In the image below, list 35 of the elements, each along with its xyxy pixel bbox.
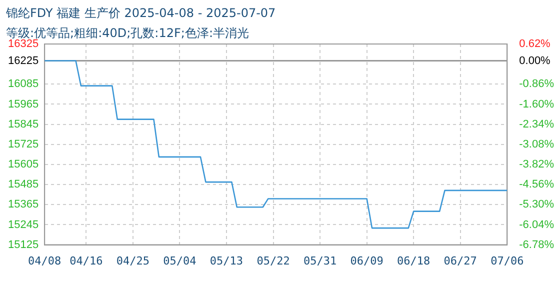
y2-tick-label: -2.34% [519, 118, 554, 130]
y2-tick-label: -3.08% [519, 138, 554, 150]
y2-tick-label: -6.78% [519, 238, 554, 251]
y-tick-label: 15125 [8, 238, 39, 251]
x-tick-label: 05/04 [163, 254, 197, 268]
y-tick-label: 15245 [8, 218, 39, 231]
y2-tick-label: -6.04% [519, 218, 554, 231]
x-tick-label: 05/22 [256, 254, 290, 268]
y2-tick-label: 0.62% [519, 38, 551, 50]
y-tick-label: 15965 [8, 98, 39, 110]
y-tick-label: 16085 [8, 78, 39, 90]
x-tick-label: 04/25 [116, 254, 150, 268]
chart-subtitle: 等级:优等品;粗细:40D;孔数:12F;色泽:半消光 [6, 25, 249, 40]
y2-tick-label: 0.00% [519, 54, 551, 67]
y2-tick-label: -0.86% [519, 78, 554, 90]
y2-tick-label: -3.82% [519, 158, 554, 171]
y2-tick-label: -4.56% [519, 178, 554, 191]
y-tick-label: 15725 [8, 138, 39, 150]
x-tick-label: 06/18 [397, 254, 430, 268]
x-tick-label: 06/27 [444, 254, 477, 268]
x-tick-label: 04/08 [28, 254, 62, 268]
y-tick-label: 15485 [8, 178, 39, 191]
y-tick-label: 16225 [8, 54, 39, 67]
y-tick-label: 15605 [8, 158, 39, 171]
x-tick-label: 05/31 [303, 254, 337, 268]
y-tick-label: 15845 [8, 118, 39, 130]
x-tick-label: 04/16 [70, 254, 103, 268]
y2-tick-label: -5.30% [519, 198, 554, 211]
chart-title: 锦纶FDY 福建 生产价 2025-04-08 - 2025-07-07 [6, 5, 276, 22]
x-tick-label: 05/13 [210, 254, 244, 268]
y2-tick-label: -1.60% [519, 98, 554, 110]
x-tick-label: 07/06 [490, 254, 524, 268]
y-tick-label: 16325 [8, 38, 39, 50]
x-tick-label: 06/09 [350, 254, 384, 268]
y-tick-label: 15365 [8, 198, 39, 211]
